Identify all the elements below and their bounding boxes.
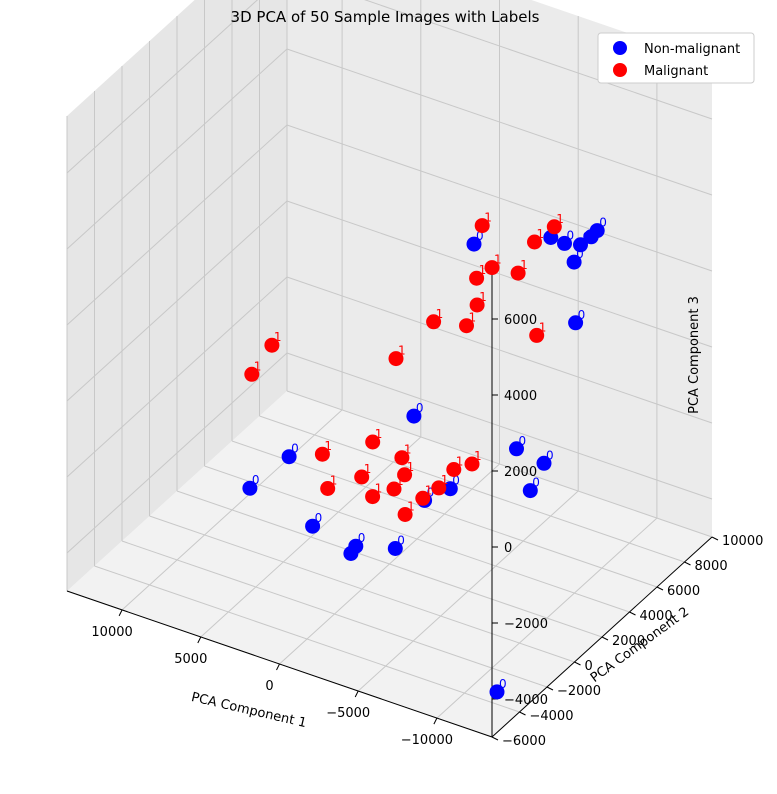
point-label-non-malignant: 0 [567, 228, 575, 242]
z-axis-label: PCA Component 3 [687, 296, 702, 414]
point-label-malignant: 1 [436, 307, 444, 321]
z-tick-label: −2000 [504, 617, 548, 632]
point-label-non-malignant: 0 [519, 434, 527, 448]
point-label-malignant: 1 [474, 449, 482, 463]
point-label-malignant: 1 [364, 462, 372, 476]
point-label-non-malignant: 0 [291, 442, 299, 456]
point-label-non-malignant: 0 [576, 247, 584, 261]
legend-entry-malignant: Malignant [644, 64, 708, 79]
point-label-non-malignant: 0 [397, 534, 405, 548]
point-label-malignant: 1 [274, 330, 282, 344]
point-label-malignant: 1 [479, 290, 487, 304]
z-tick-label: 6000 [504, 313, 537, 328]
point-label-malignant: 1 [398, 344, 406, 358]
point-label-non-malignant: 0 [532, 476, 540, 490]
point-label-malignant: 1 [407, 500, 415, 514]
point-label-malignant: 1 [484, 211, 492, 225]
z-tick-label: 4000 [504, 389, 537, 404]
x-tick-label: −5000 [326, 706, 370, 721]
point-label-malignant: 1 [404, 443, 412, 457]
point-label-non-malignant: 0 [546, 448, 554, 462]
x-tick-label: 5000 [174, 652, 207, 667]
point-label-non-malignant: 0 [416, 401, 424, 415]
point-label-malignant: 1 [556, 212, 564, 226]
point-label-malignant: 1 [396, 474, 404, 488]
y-tick-label: 10000 [722, 534, 763, 549]
chart-title: 3D PCA of 50 Sample Images with Labels [231, 8, 540, 26]
point-label-malignant: 1 [469, 311, 477, 325]
x-tick-label: −10000 [401, 733, 453, 748]
point-label-malignant: 1 [494, 253, 502, 267]
point-label-malignant: 1 [441, 473, 449, 487]
point-label-non-malignant: 0 [358, 531, 366, 545]
x-tick-label: 0 [265, 679, 273, 694]
point-label-non-malignant: 0 [499, 677, 507, 691]
point-label-non-malignant: 0 [578, 308, 586, 322]
x-tick-label: 10000 [91, 625, 132, 640]
y-tick-label: −2000 [557, 684, 601, 699]
point-label-malignant: 1 [254, 359, 262, 373]
point-label-malignant: 1 [375, 427, 383, 441]
legend-marker-non-malignant [613, 41, 627, 55]
point-label-malignant: 1 [456, 455, 464, 469]
y-tick-label: 6000 [667, 584, 700, 599]
z-tick-label: 0 [504, 541, 512, 556]
z-tick-label: −4000 [504, 693, 548, 708]
point-label-non-malignant: 0 [599, 216, 607, 230]
point-label-non-malignant: 0 [315, 511, 323, 525]
y-tick-label: 8000 [695, 559, 728, 574]
point-label-malignant: 1 [324, 439, 332, 453]
point-label-malignant: 1 [537, 227, 545, 241]
y-tick-label: −6000 [502, 734, 546, 749]
point-label-malignant: 1 [330, 474, 338, 488]
legend-entry-non-malignant: Non-malignant [644, 42, 740, 57]
point-label-malignant: 1 [425, 483, 433, 497]
y-tick-label: −4000 [530, 709, 574, 724]
point-label-malignant: 1 [479, 263, 487, 277]
point-label-malignant: 1 [539, 320, 547, 334]
point-label-non-malignant: 0 [252, 473, 260, 487]
legend-marker-malignant [613, 63, 627, 77]
point-label-malignant: 1 [375, 482, 383, 496]
legend: Non-malignant Malignant [598, 33, 754, 83]
point-label-malignant: 1 [520, 258, 528, 272]
